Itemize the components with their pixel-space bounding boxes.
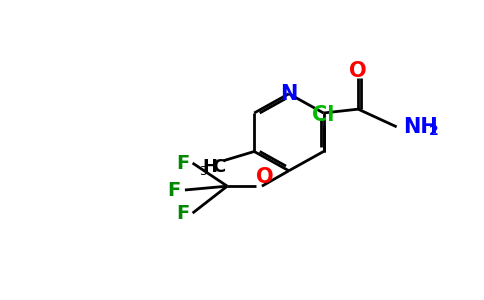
Text: F: F bbox=[177, 204, 190, 223]
Text: C: C bbox=[212, 158, 226, 176]
Text: F: F bbox=[167, 181, 181, 200]
Text: Cl: Cl bbox=[312, 104, 335, 124]
Text: N: N bbox=[280, 84, 298, 104]
Text: NH: NH bbox=[403, 117, 438, 137]
Text: 3: 3 bbox=[199, 165, 207, 178]
Text: O: O bbox=[349, 61, 367, 81]
Text: H: H bbox=[202, 158, 217, 176]
Text: O: O bbox=[256, 167, 274, 187]
Text: F: F bbox=[177, 154, 190, 172]
Text: 2: 2 bbox=[429, 124, 439, 138]
